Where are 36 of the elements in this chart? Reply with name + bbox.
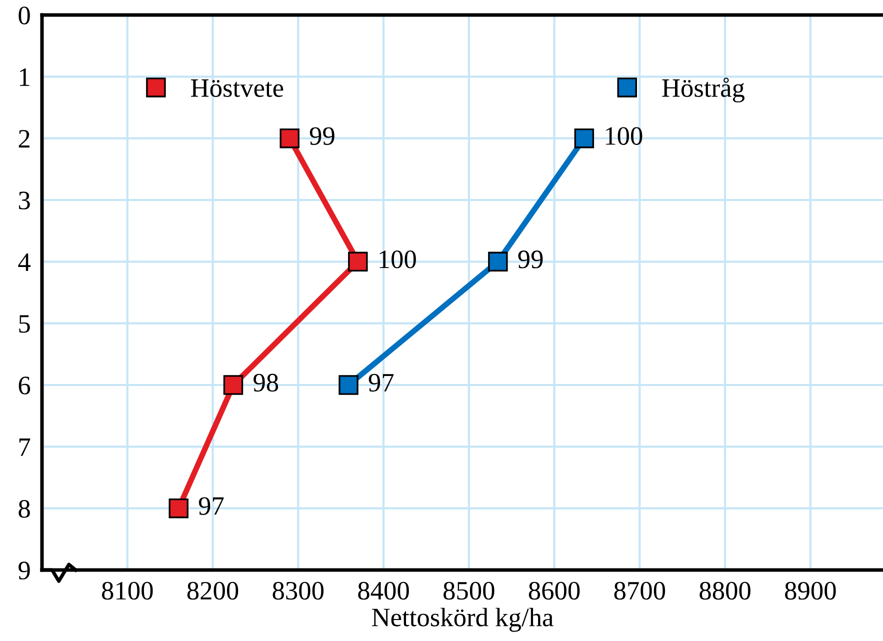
annotation: 98 <box>254 374 278 392</box>
y-tick-label: 4 <box>18 253 30 271</box>
x-tick-label: 8400 <box>358 582 409 600</box>
y-tick-label: 3 <box>18 192 30 210</box>
x-tick-label: 8600 <box>528 582 580 600</box>
point <box>223 375 244 395</box>
y-tick-label: 7 <box>19 438 30 456</box>
annotation: 100 <box>606 127 642 145</box>
annotation: 97 <box>368 374 394 392</box>
y-tick-label: 9 <box>18 562 30 580</box>
x-tick-label: 8100 <box>102 582 153 600</box>
y-tick-label: 0 <box>18 6 30 24</box>
legend-label: Höstråg <box>662 78 744 102</box>
point <box>280 128 300 148</box>
point <box>168 498 188 518</box>
annotation: 100 <box>380 250 416 268</box>
x-tick-label: 8300 <box>272 582 324 600</box>
annotation: 99 <box>518 250 543 268</box>
y-tick-label: 5 <box>19 315 30 333</box>
legend-label: Höstvete <box>191 79 284 97</box>
x-tick-label: 8700 <box>614 582 666 600</box>
x-tick-label: 8800 <box>700 582 750 600</box>
point <box>574 128 594 148</box>
y-tick-label: 8 <box>18 500 30 518</box>
y-tick-label: 1 <box>20 68 30 86</box>
x-tick-label: 8500 <box>444 582 494 600</box>
point <box>488 252 508 272</box>
point <box>348 252 368 272</box>
point <box>338 375 358 395</box>
x-tick-label: 8200 <box>187 582 238 600</box>
y-tick-label: 6 <box>18 376 30 394</box>
x-axis-title: Nettoskörd kg/ha <box>372 608 554 632</box>
annotation: 99 <box>310 127 334 145</box>
x-tick-label: 8900 <box>785 582 836 600</box>
annotation: 97 <box>198 497 224 515</box>
y-tick-label: 2 <box>18 130 30 148</box>
